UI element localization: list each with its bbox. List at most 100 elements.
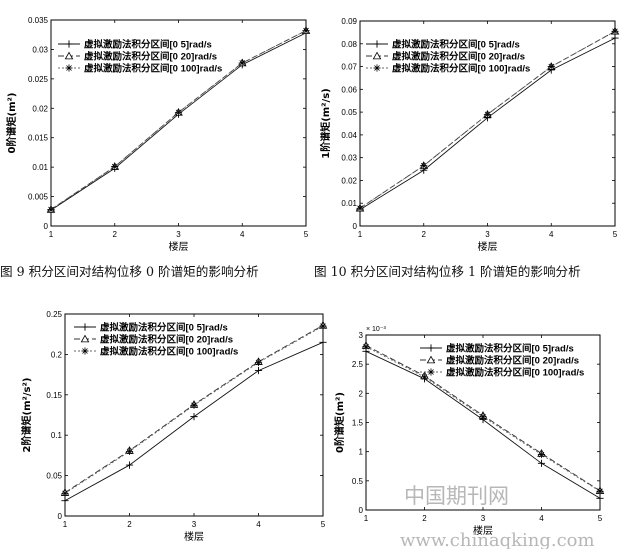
legend-label-0: 虚拟激励法积分区间[0 5]rad/s [392,39,520,51]
y-tick-label: 0.25 [46,310,62,319]
data-point-s2-2 [190,401,198,409]
data-point-s2-0 [362,343,370,351]
data-point-s2-3 [254,358,263,367]
data-point-s0-2 [190,413,198,421]
data-point-s2-3 [547,62,555,71]
data-point-s0-3 [537,459,546,467]
x-tick-label: 2 [422,514,427,523]
legend-label-1: 虚拟激励法积分区间[0 20]rad/s [84,51,217,63]
data-point-s0-3 [254,366,263,375]
legend-label-2: 虚拟激励法积分区间[0 100]rad/s [446,367,584,379]
y-tick-label: 0.15 [46,391,62,400]
y-tick-label: 0.01 [341,199,357,208]
legend-label-2: 虚拟激励法积分区间[0 100]rad/s [392,63,530,75]
y-tick-label: 0.09 [341,17,357,26]
legend-marker-1 [426,355,436,364]
data-point-s2-0 [61,489,69,497]
y-tick-label: 0.07 [341,63,357,72]
data-point-s2-3 [238,59,246,67]
x-tick-label: 2 [422,230,427,239]
data-point-s0-4 [319,338,327,346]
y-tick-label: 0.035 [28,16,49,25]
x-tick-label: 4 [539,514,544,523]
data-point-s0-0 [61,497,69,505]
chart-1st-moment: 0 0.01 0.02 0.03 0.04 0.05 0.06 0.07 0.08 0.09 1 2 3… [319,17,620,253]
y-tick-label: 2.5 [352,360,364,369]
x-tick-label: 3 [481,514,486,523]
x-axis-label: 楼层 [169,240,189,253]
y-axis-label: 2阶谱矩(m²/s²) [20,378,33,453]
x-tick-label: 2 [113,230,118,239]
legend-marker-0 [81,323,89,331]
x-tick-label: 5 [613,230,618,239]
data-point-s2-4 [611,27,619,35]
x-tick-label: 4 [240,230,245,239]
legend-marker-1 [80,334,90,343]
data-point-s2-1 [420,162,428,170]
legend-label-1: 虚拟激励法积分区间[0 20]rad/s [392,51,525,63]
legend-label-0: 虚拟激励法积分区间[0 5]rad/s [84,39,212,51]
x-tick-label: 1 [358,230,363,239]
x-tick-label: 4 [256,520,261,529]
y-tick-label: 0.08 [341,40,357,49]
chart-2nd-moment: 0 0.05 0.1 0.15 0.2 0.25 1 2 3 4 5 楼层 2阶谱矩(m²/s²) 虚拟激… [20,310,328,543]
y-tick-label: 0 [44,222,49,231]
legend-marker-2 [427,368,435,376]
y-tick-label: 0.01 [32,163,48,172]
data-point-s2-4 [319,322,327,330]
y-tick-label: 0.015 [28,134,49,143]
caption-fig10: 图 10 积分区间对结构位移 1 阶谱矩的影响分析 [314,264,581,279]
data-point-s2-1 [420,373,429,381]
x-axis-label: 楼层 [478,240,498,253]
y-tick-label: 0.5 [352,477,364,486]
legend-marker-2 [65,64,73,72]
y-tick-label: 0 [353,222,358,231]
x-tick-label: 1 [63,520,68,529]
data-point-s2-3 [537,450,546,459]
y-tick-label: 0.06 [341,85,357,94]
data-point-s2-0 [356,204,364,212]
y-tick-label: 0.2 [51,350,63,359]
y-tick-label: 0.03 [341,154,357,163]
y-exponent-label: × 10⁻³ [366,326,387,333]
x-tick-label: 3 [176,230,181,239]
data-point-s0-1 [125,461,134,469]
y-tick-label: 0.1 [51,431,63,440]
watermark-url: www.chinaqking.com [400,530,595,549]
legend-marker-0 [65,40,73,48]
x-tick-label: 5 [598,514,603,523]
legend-label-0: 虚拟激励法积分区间[0 5]rad/s [100,322,228,334]
y-tick-label: 1 [359,448,364,457]
y-tick-label: 0 [359,506,364,515]
data-point-s2-0 [47,205,55,214]
y-tick-label: 0.05 [341,108,357,117]
caption-fig9: 图 9 积分区间对结构位移 0 阶谱矩的影响分析 [0,264,259,279]
x-tick-label: 1 [49,230,54,239]
y-tick-label: 0.005 [28,193,49,202]
x-tick-label: 2 [127,520,132,529]
watermark-text: 中国期刊网 [404,484,509,508]
legend-marker-0 [373,40,381,48]
x-tick-label: 3 [192,520,197,529]
x-tick-label: 5 [304,230,309,239]
y-tick-label: 0.04 [341,131,357,140]
legend-marker-1 [372,51,382,60]
data-point-s2-2 [174,108,183,117]
x-tick-label: 1 [364,514,369,523]
data-point-s2-1 [125,447,134,455]
y-axis-label: 0阶谱矩(m²) [5,93,18,154]
y-tick-label: 2 [359,389,364,398]
y-axis-label: 0阶谱矩(m²) [333,392,346,453]
legend-label-1: 虚拟激励法积分区间[0 20]rad/s [100,334,233,346]
y-tick-label: 0.03 [32,45,48,54]
x-axis-label: 楼层 [184,530,204,543]
legend-label-0: 虚拟激励法积分区间[0 5]rad/s [446,343,574,355]
y-tick-label: 0.025 [28,75,49,84]
legend-marker-1 [64,51,74,60]
data-point-s0-4 [596,494,604,502]
y-tick-label: 3 [359,331,364,340]
x-tick-label: 4 [549,230,554,239]
y-tick-label: 1.5 [352,419,364,428]
legend-label-1: 虚拟激励法积分区间[0 20]rad/s [446,355,579,367]
